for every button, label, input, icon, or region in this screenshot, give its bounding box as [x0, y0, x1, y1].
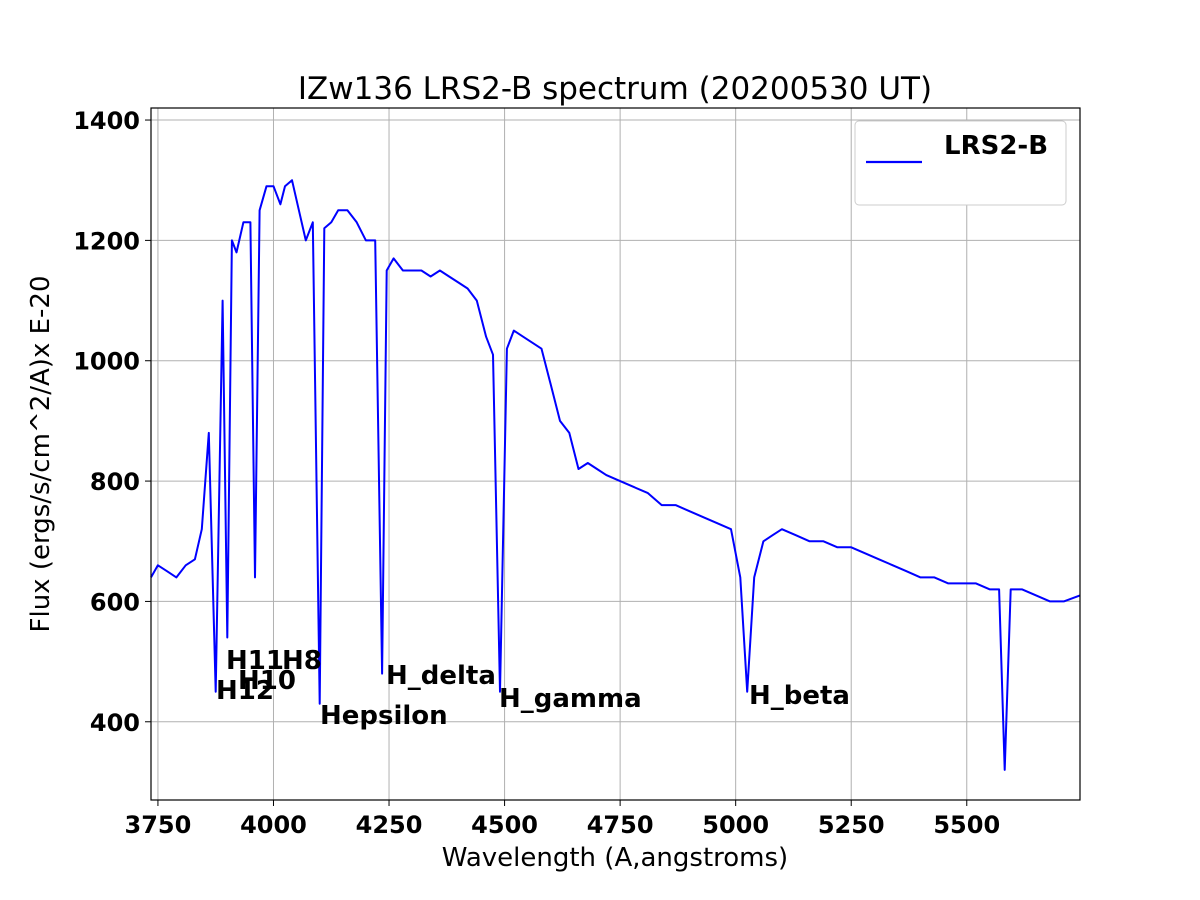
line-annotation: Hepsilon	[320, 701, 448, 731]
y-axis-label: Flux (ergs/s/cm^2/A)x E-20	[26, 276, 56, 633]
x-tick-label: 4500	[471, 811, 538, 839]
x-tick-label: 5250	[818, 811, 885, 839]
legend-label: LRS2-B	[944, 131, 1048, 161]
x-axis-label: Wavelength (A,angstroms)	[442, 843, 788, 873]
y-tick-label: 1000	[73, 348, 140, 376]
x-tick-label: 4250	[356, 811, 423, 839]
y-tick-label: 1400	[73, 107, 140, 135]
line-annotation: H12	[216, 676, 274, 706]
x-tick-label: 4000	[240, 811, 307, 839]
line-annotation: H8	[282, 646, 322, 676]
line-annotation: H11	[226, 646, 284, 676]
y-tick-label: 1200	[73, 227, 140, 255]
y-tick-label: 400	[90, 709, 140, 737]
line-annotation: H_delta	[386, 661, 496, 691]
axis-ticks: 3750 4000 4250 4500 4750 5000 5250 5500 400 600 80…	[73, 107, 1000, 839]
series-line	[150, 179, 1081, 771]
grid	[151, 108, 1080, 800]
series-lines	[150, 179, 1081, 771]
y-tick-label: 800	[90, 468, 140, 496]
chart-title: IZw136 LRS2-B spectrum (20200530 UT)	[298, 71, 932, 107]
y-tick-label: 600	[90, 588, 140, 616]
line-annotation: H_gamma	[499, 684, 642, 714]
line-annotation: H_beta	[749, 681, 850, 711]
x-tick-label: 3750	[125, 811, 192, 839]
legend-box	[854, 120, 1067, 206]
legend: LRS2-B	[854, 120, 1067, 206]
x-tick-label: 4750	[587, 811, 654, 839]
x-tick-label: 5500	[933, 811, 1000, 839]
x-tick-label: 5000	[702, 811, 769, 839]
line-annotation: H10	[238, 666, 296, 696]
plot-frame	[150, 107, 1081, 801]
plot-area	[151, 108, 1080, 800]
